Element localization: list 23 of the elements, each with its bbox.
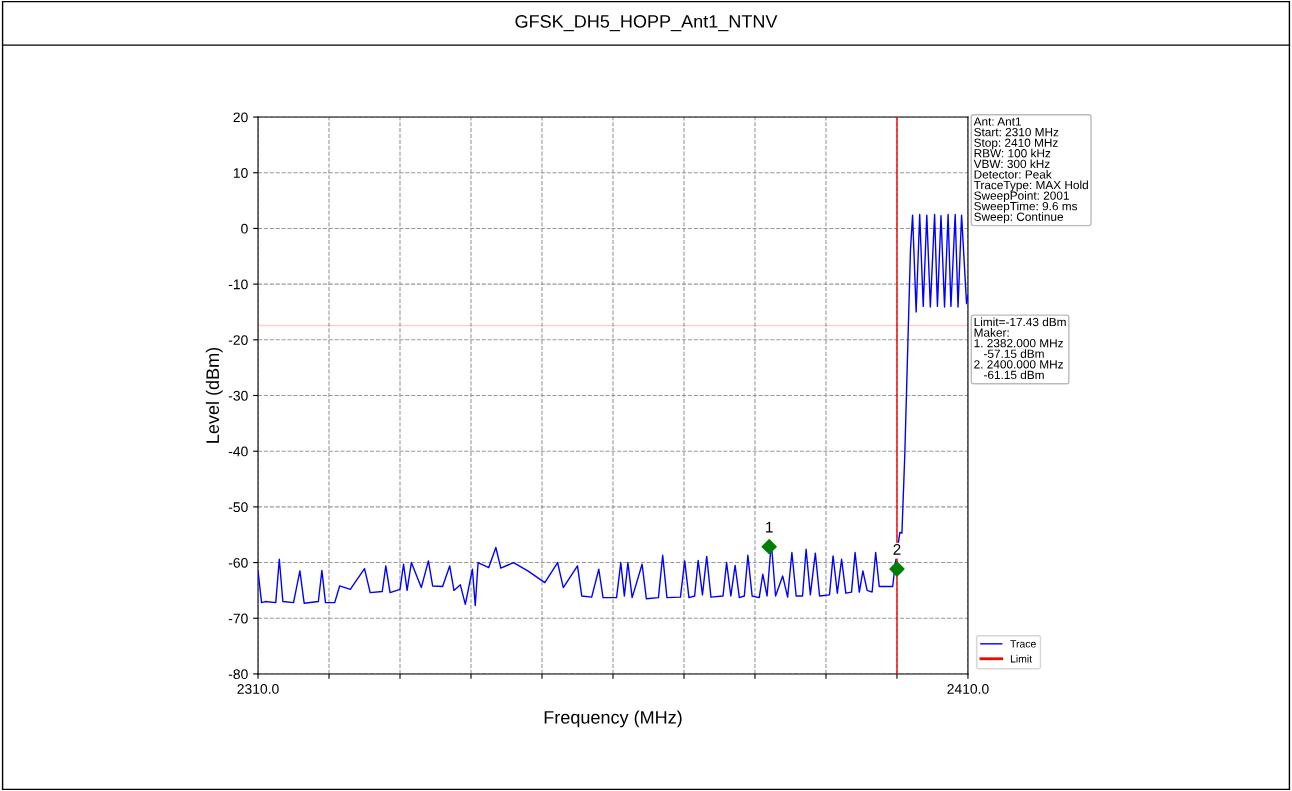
x-tick-label: 2410.0 <box>947 684 989 694</box>
y-tick-label: -70 <box>228 613 248 624</box>
annotation: 1 <box>766 521 773 533</box>
line-series <box>258 213 968 607</box>
y-axis-title: Level (dBm) <box>205 347 223 443</box>
x-tick-label: 2310.0 <box>237 684 279 694</box>
annotation: 2 <box>893 544 901 555</box>
y-tick-label: -60 <box>228 557 248 568</box>
y-tick-label: 10 <box>233 168 248 178</box>
chart-title: GFSK_DH5_HOPP_Ant1_NTNV <box>515 15 778 32</box>
y-tick-label: 0 <box>241 223 248 234</box>
x-axis-title: Frequency (MHz) <box>544 710 682 728</box>
legend-label: Limit <box>1010 654 1032 663</box>
y-tick-label: -30 <box>228 390 248 401</box>
y-tick-label: -40 <box>228 446 248 457</box>
y-tick-label: -20 <box>228 335 248 345</box>
legend-label: Trace <box>1010 640 1036 648</box>
text: Ant: Ant1 Start: 2310 MHz Stop: 2410 MHz RBW: 100 kHz VBW: 300 kHz Detector: Peak TraceType: MAX Hold SweepPoint: 2001 SweepTime: 9.6 ms Sweep: Continue <box>973 117 1088 224</box>
text: Limit=-17.43 dBm Maker: 1. 2382.000 MHz -57.15 dBm 2. 2400.000 MHz -61.15 dBm <box>974 317 1066 380</box>
y-tick-label: -80 <box>228 669 248 680</box>
y-tick-label: 20 <box>233 112 248 123</box>
y-tick-label: -10 <box>228 279 248 290</box>
y-tick-label: -50 <box>228 502 248 513</box>
